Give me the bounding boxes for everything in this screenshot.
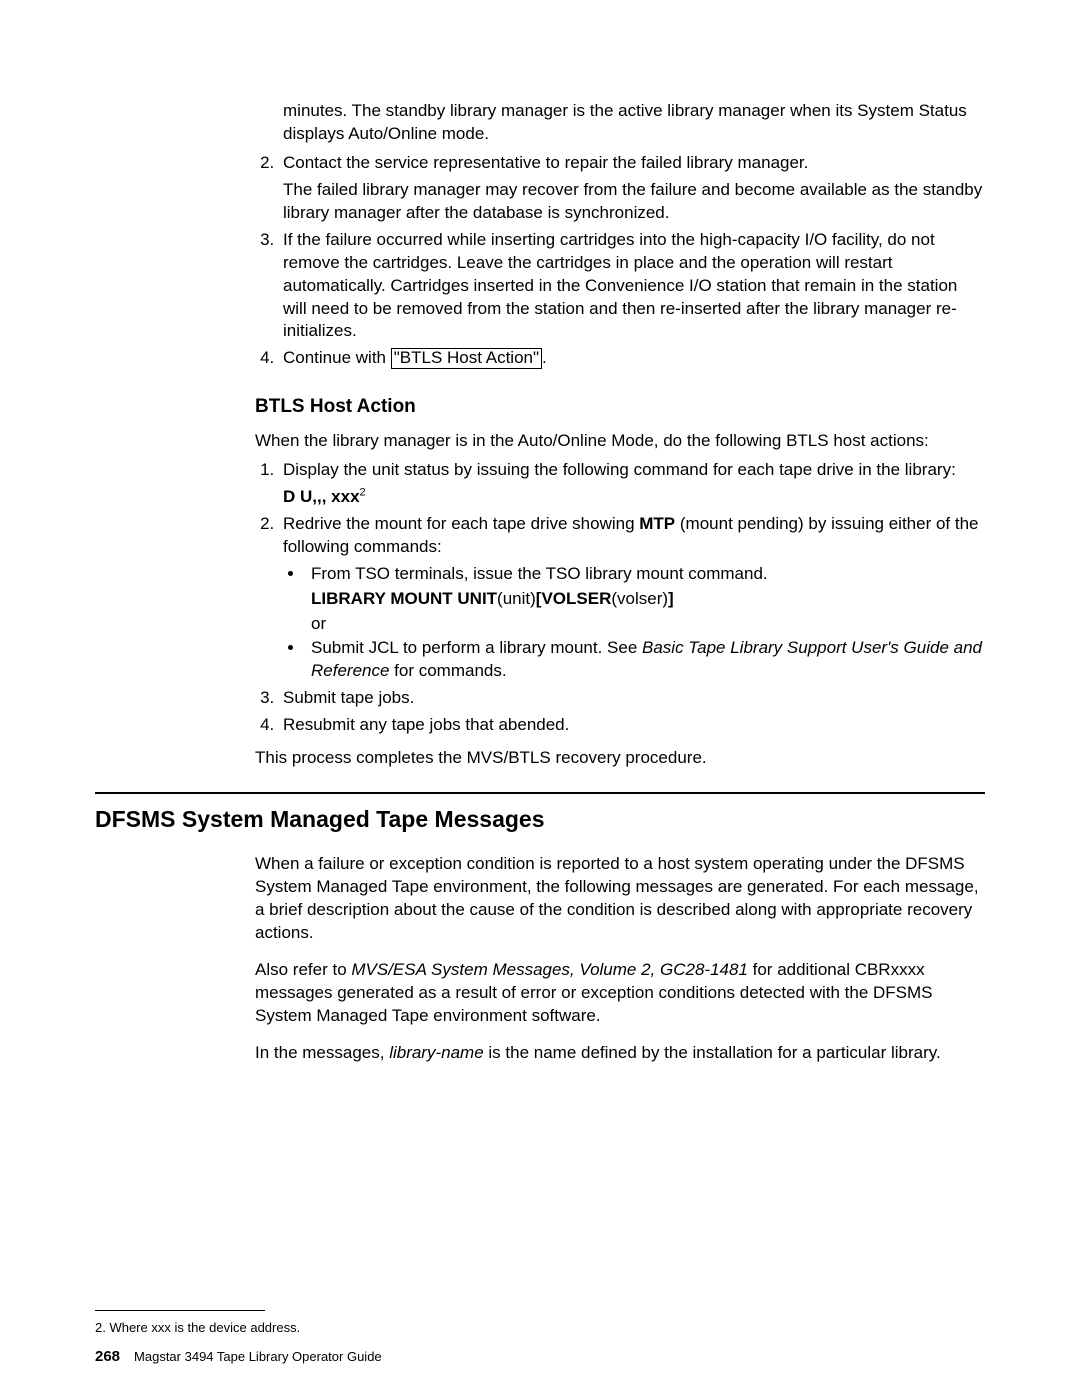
paragraph-text: Also refer to (255, 960, 351, 979)
list-item: Redrive the mount for each tape drive sh… (279, 513, 985, 684)
command-text: ] (668, 589, 674, 608)
dfsms-paragraph: Also refer to MVS/ESA System Messages, V… (255, 959, 985, 1028)
paragraph-text: In the messages, (255, 1043, 389, 1062)
list-item-text: Submit tape jobs. (283, 688, 414, 707)
body-column: minutes. The standby library manager is … (255, 100, 985, 770)
page-number: 268 (95, 1348, 120, 1365)
list-item: Submit tape jobs. (279, 687, 985, 710)
sub-list: From TSO terminals, issue the TSO librar… (283, 563, 985, 684)
command-text: D U,,, xxx (283, 487, 360, 506)
list-item-text: Display the unit status by issuing the f… (283, 460, 956, 479)
footnote-area: 2. Where xxx is the device address. (95, 1310, 985, 1337)
list-item-text: Contact the service representative to re… (283, 153, 808, 172)
paragraph-text: is the name defined by the installation … (484, 1043, 941, 1062)
btls-intro: When the library manager is in the Auto/… (255, 430, 985, 453)
heading-btls: BTLS Host Action (255, 394, 985, 420)
page-container: minutes. The standby library manager is … (0, 0, 1080, 1397)
list-item: Display the unit status by issuing the f… (279, 459, 985, 509)
inline-italic: library-name (389, 1043, 483, 1062)
list-item: Resubmit any tape jobs that abended. (279, 714, 985, 737)
list-item: Contact the service representative to re… (279, 152, 985, 225)
cross-reference-link[interactable]: "BTLS Host Action" (391, 348, 542, 369)
or-text: or (311, 613, 985, 636)
list-item-text: . (542, 348, 547, 367)
footnote-rule (95, 1310, 265, 1311)
section-rule (95, 792, 985, 794)
list-item: If the failure occurred while inserting … (279, 229, 985, 344)
heading-dfsms: DFSMS System Managed Tape Messages (95, 804, 985, 835)
list-item-text: If the failure occurred while inserting … (283, 230, 957, 341)
footer-title: Magstar 3494 Tape Library Operator Guide (134, 1349, 382, 1364)
dfsms-paragraph: In the messages, library-name is the nam… (255, 1042, 985, 1065)
command-text: LIBRARY MOUNT UNIT (311, 589, 497, 608)
list-item-text: From TSO terminals, issue the TSO librar… (311, 564, 768, 583)
list-item-text: for commands. (389, 661, 506, 680)
list-item-text: Submit JCL to perform a library mount. S… (311, 638, 642, 657)
btls-procedure-list: Display the unit status by issuing the f… (255, 459, 985, 737)
btls-closing: This process completes the MVS/BTLS reco… (255, 747, 985, 770)
list-item: From TSO terminals, issue the TSO librar… (305, 563, 985, 636)
list-item-text: Continue with (283, 348, 391, 367)
list-item-text: Redrive the mount for each tape drive sh… (283, 514, 639, 533)
list-item-text: Resubmit any tape jobs that abended. (283, 715, 569, 734)
command-arg: (volser) (611, 589, 668, 608)
list-item: Submit JCL to perform a library mount. S… (305, 637, 985, 683)
procedure-list-upper: Contact the service representative to re… (255, 152, 985, 370)
inline-italic: MVS/ESA System Messages, Volume 2, GC28-… (351, 960, 748, 979)
inline-bold: MTP (639, 514, 675, 533)
list-item: Continue with "BTLS Host Action". (279, 347, 985, 370)
command-arg: (unit) (497, 589, 536, 608)
footnote-text: 2. Where xxx is the device address. (95, 1319, 985, 1337)
footnote-ref: 2 (360, 486, 366, 498)
dfsms-body: When a failure or exception condition is… (255, 853, 985, 1065)
list-item-subtext: The failed library manager may recover f… (283, 179, 985, 225)
command-text: [VOLSER (536, 589, 612, 608)
page-footer: 268 Magstar 3494 Tape Library Operator Gu… (95, 1347, 382, 1367)
continuation-paragraph: minutes. The standby library manager is … (283, 100, 985, 146)
dfsms-paragraph: When a failure or exception condition is… (255, 853, 985, 945)
